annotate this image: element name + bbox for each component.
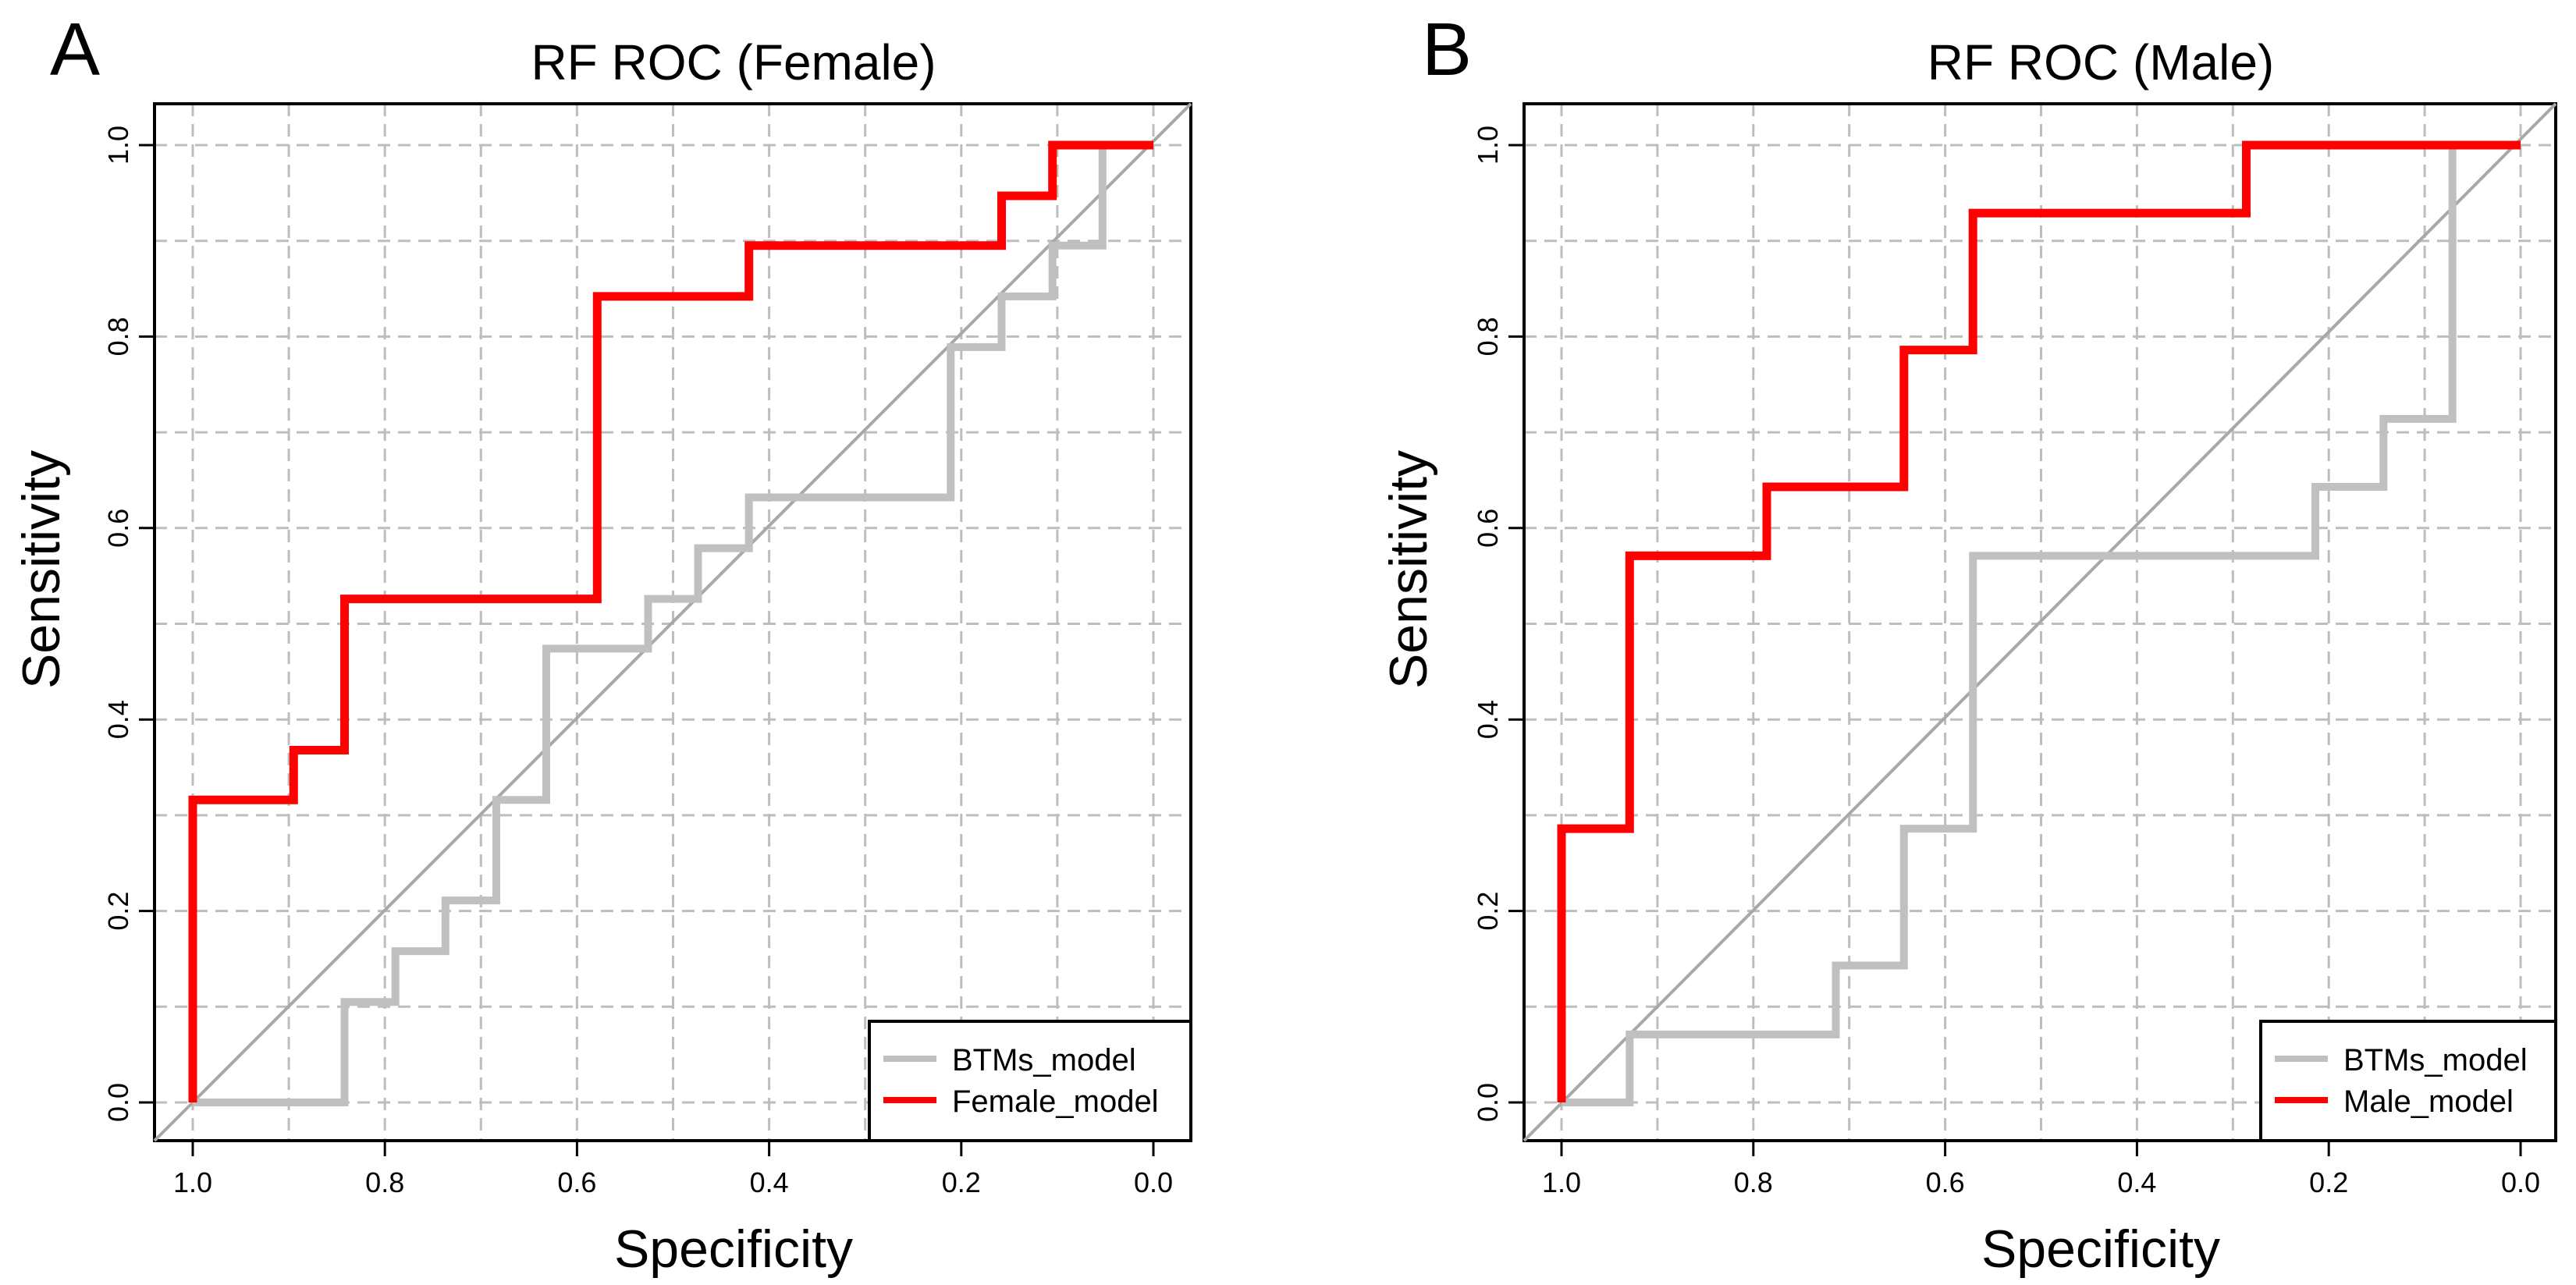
panel-b-y-tick-label: 1.0 (1472, 126, 1504, 165)
panel-b-diagonal-reference (1523, 102, 2557, 1142)
panel-a-title: RF ROC (Female) (531, 34, 936, 91)
panel-a-x-tick-label: 0.6 (557, 1166, 596, 1198)
panel-b-legend-box (2259, 1020, 2557, 1142)
panel-a-y-tick-label: 0.2 (102, 892, 134, 931)
panel-a-x-tick-label: 0.8 (365, 1166, 404, 1198)
panel-a-y-axis-label: Sensitivity (12, 450, 71, 689)
panel-a-y-tick-label: 1.0 (102, 126, 134, 165)
panel-a-x-tick-label: 1.0 (173, 1166, 212, 1198)
panel-a-grid (155, 104, 1191, 1141)
panel-a-legend: BTMs_model Female_model (868, 1020, 1192, 1142)
panel-a-diagonal-reference (153, 102, 1192, 1142)
panel-a-series (153, 102, 1192, 1142)
panel-b-series-btms-model-line (1562, 145, 2457, 1106)
panel-b-x-axis-label: Specificity (1981, 1219, 2220, 1279)
panel-a-x-tick-label: 0.4 (750, 1166, 789, 1198)
panel-a-legend-label-btms: BTMs_model (952, 1043, 1136, 1077)
panel-a-y-tick-label: 0.8 (102, 317, 134, 356)
panel-b-x-tick-label: 0.4 (2117, 1166, 2156, 1198)
panel-a-y-tick-label: 0.6 (102, 509, 134, 548)
panel-b-legend-label-male: Male_model (2343, 1084, 2514, 1119)
panel-b-series-male-model-line (1557, 140, 2521, 1102)
panel-b-axes: 1.0 0.8 0.6 0.4 0.2 0.0 0.0 0.2 0.4 0.6 0.8 1.0 (1472, 102, 2557, 1198)
panel-b-letter: B (1422, 8, 1472, 91)
panel-a-series-btms-model-line (193, 145, 1107, 1106)
panel-a: A RF ROC (Female) Specificity Sensitivit… (12, 8, 1192, 1279)
panel-a-y-tick-label: 0.4 (102, 700, 134, 739)
panel-b-title: RF ROC (Male) (1928, 34, 2274, 91)
panel-b-x-tick-label: 0.8 (1734, 1166, 1773, 1198)
panel-a-legend-label-female: Female_model (952, 1084, 1159, 1119)
panel-b-x-tick-label: 0.0 (2501, 1166, 2540, 1198)
panel-b-x-tick-label: 0.6 (1926, 1166, 1965, 1198)
panel-b-legend-label-btms: BTMs_model (2343, 1043, 2528, 1077)
panel-b-y-tick-label: 0.8 (1472, 317, 1504, 356)
panel-a-x-tick-label: 0.0 (1134, 1166, 1173, 1198)
panel-b-x-tick-label: 1.0 (1542, 1166, 1581, 1198)
panel-b-y-tick-label: 0.2 (1472, 892, 1504, 931)
panel-b-y-tick-label: 0.6 (1472, 509, 1504, 548)
panel-b-y-tick-label: 0.4 (1472, 700, 1504, 739)
panel-b-series (1523, 102, 2557, 1142)
panel-a-legend-box (868, 1020, 1192, 1142)
panel-a-x-tick-label: 0.2 (942, 1166, 981, 1198)
panel-b: B RF ROC (Male) Specificity Sensitivity … (1379, 8, 2557, 1279)
panel-b-y-tick-label: 0.0 (1472, 1083, 1504, 1122)
panel-a-series-female-model-line (188, 140, 1153, 1102)
panel-b-legend: BTMs_model Male_model (2259, 1020, 2557, 1142)
panel-a-y-tick-label: 0.0 (102, 1083, 134, 1122)
panel-b-x-tick-label: 0.2 (2309, 1166, 2348, 1198)
panel-a-letter: A (50, 8, 100, 91)
panel-a-x-axis-label: Specificity (614, 1219, 853, 1279)
panel-b-y-axis-label: Sensitivity (1379, 450, 1438, 689)
